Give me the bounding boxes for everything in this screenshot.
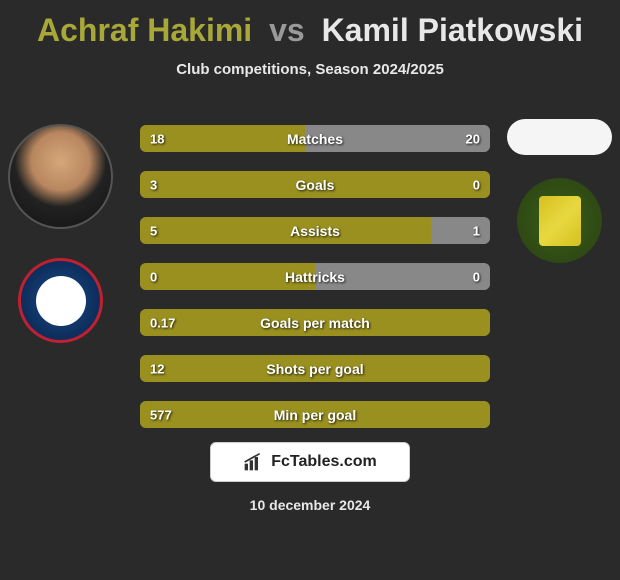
vs-text: vs xyxy=(269,12,305,48)
player1-avatar xyxy=(8,124,113,229)
stat-label: Hattricks xyxy=(285,269,345,285)
stat-value-left: 12 xyxy=(150,361,164,376)
stat-row: 577 Min per goal xyxy=(140,401,490,428)
footer-date: 10 december 2024 xyxy=(250,497,371,513)
stat-bar-right xyxy=(431,217,491,244)
stat-row: 0.17 Goals per match xyxy=(140,309,490,336)
stats-bars: 18 20 Matches 3 0 Goals 5 1 Assists 0 0 Hattricks 0.… xyxy=(140,125,490,447)
stat-label: Assists xyxy=(290,223,340,239)
brand-badge: FcTables.com xyxy=(210,442,410,482)
stat-row: 3 0 Goals xyxy=(140,171,490,198)
stat-value-left: 18 xyxy=(150,131,164,146)
stat-label: Shots per goal xyxy=(266,361,363,377)
stat-value-left: 3 xyxy=(150,177,157,192)
stat-value-left: 5 xyxy=(150,223,157,238)
stat-label: Goals per match xyxy=(260,315,370,331)
psg-badge xyxy=(18,258,103,343)
stat-row: 18 20 Matches xyxy=(140,125,490,152)
subtitle: Club competitions, Season 2024/2025 xyxy=(0,61,620,78)
stat-label: Goals xyxy=(296,177,335,193)
stat-row: 0 0 Hattricks xyxy=(140,263,490,290)
stat-value-left: 0.17 xyxy=(150,315,175,330)
stat-row: 5 1 Assists xyxy=(140,217,490,244)
club-badge-inner xyxy=(539,196,581,246)
stat-row: 12 Shots per goal xyxy=(140,355,490,382)
stat-value-right: 0 xyxy=(473,177,480,192)
brand-text: FcTables.com xyxy=(271,453,377,471)
psg-badge-inner xyxy=(36,276,86,326)
stat-bar-left xyxy=(140,125,305,152)
chart-bar-icon xyxy=(243,452,263,472)
comparison-title: Achraf Hakimi vs Kamil Piatkowski xyxy=(0,0,620,49)
stat-value-left: 577 xyxy=(150,407,172,422)
stat-bar-left xyxy=(140,217,431,244)
stat-value-left: 0 xyxy=(150,269,157,284)
player2-avatar xyxy=(507,119,612,155)
stat-value-right: 1 xyxy=(473,223,480,238)
club-badge xyxy=(517,178,602,263)
stat-label: Min per goal xyxy=(274,407,356,423)
stat-value-right: 20 xyxy=(466,131,480,146)
stat-value-right: 0 xyxy=(473,269,480,284)
stat-label: Matches xyxy=(287,131,343,147)
player1-name: Achraf Hakimi xyxy=(37,12,252,48)
player2-name: Kamil Piatkowski xyxy=(322,12,583,48)
